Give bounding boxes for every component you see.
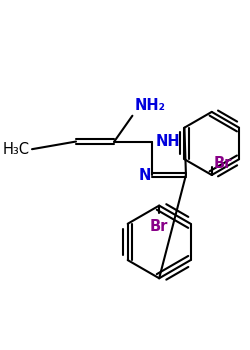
Text: NH₂: NH₂	[134, 98, 165, 113]
Text: NH: NH	[155, 134, 180, 149]
Text: N: N	[138, 168, 150, 182]
Text: Br: Br	[214, 156, 232, 171]
Text: Br: Br	[150, 219, 168, 234]
Text: H₃C: H₃C	[3, 142, 30, 157]
